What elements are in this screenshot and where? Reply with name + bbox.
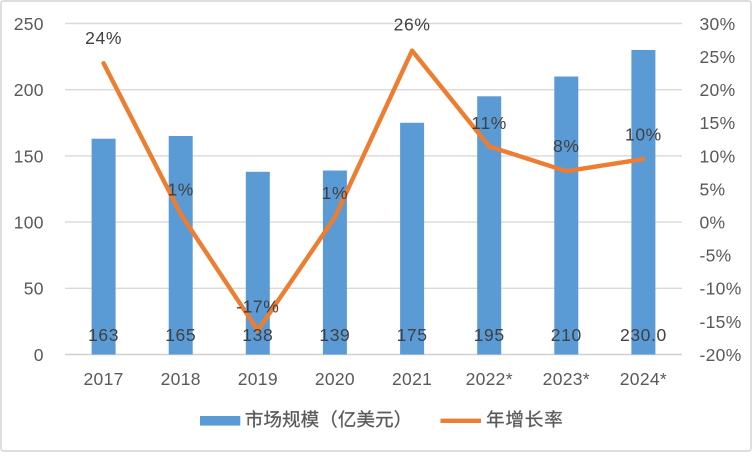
svg-text:2019: 2019 (238, 369, 278, 389)
svg-text:100: 100 (14, 213, 44, 233)
svg-text:139: 139 (319, 325, 350, 345)
svg-text:2024*: 2024* (620, 369, 667, 389)
svg-text:2017: 2017 (84, 369, 124, 389)
svg-text:175: 175 (397, 325, 428, 345)
svg-text:1%: 1% (167, 179, 194, 199)
svg-text:2023*: 2023* (543, 369, 590, 389)
svg-text:-15%: -15% (700, 312, 742, 332)
svg-text:5%: 5% (700, 179, 726, 199)
svg-text:230.0: 230.0 (620, 325, 667, 345)
svg-text:200: 200 (14, 80, 44, 100)
svg-text:138: 138 (242, 325, 273, 345)
svg-text:24%: 24% (85, 28, 122, 48)
svg-text:25%: 25% (700, 47, 736, 67)
svg-text:15%: 15% (700, 113, 736, 133)
svg-text:20%: 20% (700, 80, 736, 100)
svg-text:26%: 26% (394, 14, 431, 34)
svg-text:2021: 2021 (392, 369, 432, 389)
svg-text:163: 163 (88, 325, 119, 345)
svg-text:2020: 2020 (315, 369, 355, 389)
svg-text:150: 150 (14, 146, 44, 166)
svg-text:210: 210 (551, 325, 582, 345)
svg-text:-5%: -5% (700, 246, 732, 266)
svg-text:10%: 10% (625, 124, 662, 144)
svg-text:195: 195 (474, 325, 505, 345)
svg-text:1%: 1% (322, 183, 349, 203)
svg-text:8%: 8% (553, 136, 580, 156)
svg-text:11%: 11% (471, 113, 507, 133)
svg-text:30%: 30% (700, 14, 736, 34)
svg-text:50: 50 (24, 279, 44, 299)
svg-text:0%: 0% (700, 213, 726, 233)
svg-text:2022*: 2022* (466, 369, 513, 389)
svg-text:10%: 10% (700, 146, 736, 166)
svg-text:-17%: -17% (236, 296, 279, 316)
svg-text:-20%: -20% (700, 345, 742, 365)
svg-text:165: 165 (165, 325, 196, 345)
svg-text:250: 250 (14, 14, 44, 34)
svg-text:-10%: -10% (700, 279, 742, 299)
svg-text:2018: 2018 (161, 369, 201, 389)
svg-text:0: 0 (34, 345, 44, 365)
